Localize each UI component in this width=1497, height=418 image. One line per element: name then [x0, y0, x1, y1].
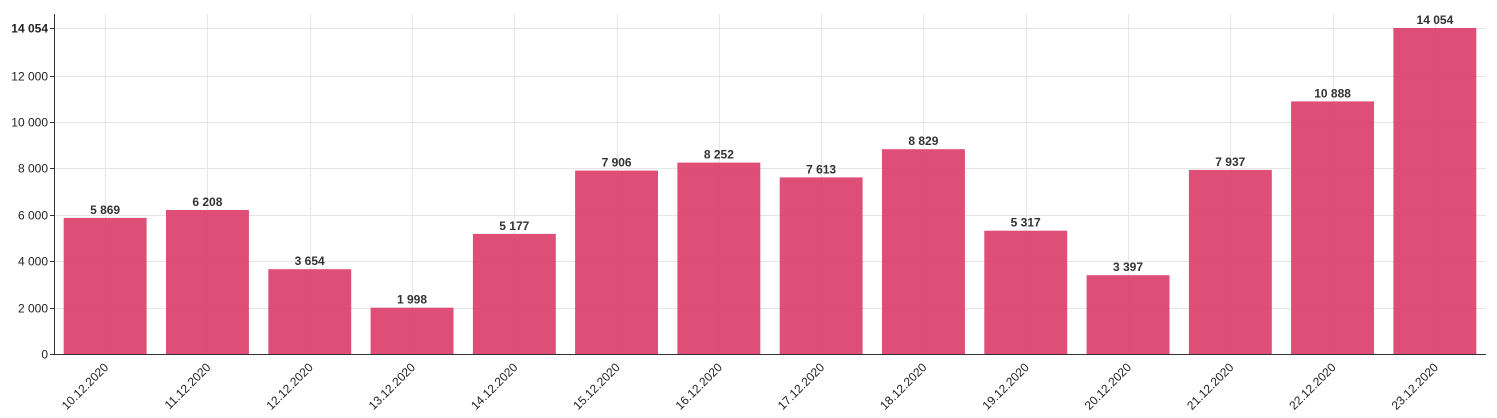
- x-tick-label: 23.12.2020: [1389, 360, 1442, 413]
- data-label: 1 998: [397, 293, 427, 307]
- y-tick-label: 8 000: [18, 162, 48, 176]
- bar[interactable]: [984, 230, 1068, 354]
- bar[interactable]: [575, 170, 658, 354]
- data-label: 14 054: [1417, 13, 1454, 27]
- bar[interactable]: [677, 162, 761, 354]
- x-tick-label: 15.12.2020: [570, 360, 623, 413]
- x-tick-label: 21.12.2020: [1184, 360, 1237, 413]
- y-tick-label: 2 000: [18, 302, 48, 316]
- y-tick-label: 12 000: [11, 70, 48, 84]
- data-label: 10 888: [1314, 86, 1351, 100]
- data-label: 8 829: [908, 134, 938, 148]
- data-label: 8 252: [704, 148, 734, 162]
- y-tick-label: 10 000: [11, 116, 48, 130]
- x-tick-label: 22.12.2020: [1286, 360, 1339, 413]
- x-tick-label: 19.12.2020: [979, 360, 1032, 413]
- bar[interactable]: [1393, 28, 1477, 354]
- x-tick-label: 16.12.2020: [673, 360, 726, 413]
- x-tick-label: 14.12.2020: [468, 360, 521, 413]
- data-label: 7 613: [806, 162, 836, 176]
- bar[interactable]: [1086, 275, 1170, 354]
- data-label: 7 937: [1215, 155, 1245, 169]
- bar[interactable]: [166, 210, 249, 354]
- bar[interactable]: [779, 177, 863, 354]
- data-label: 5 177: [499, 219, 529, 233]
- data-label: 3 397: [1113, 260, 1143, 274]
- x-tick-label: 12.12.2020: [263, 360, 316, 413]
- data-label: 6 208: [192, 195, 222, 209]
- data-label: 5 317: [1011, 216, 1041, 230]
- bar[interactable]: [882, 149, 965, 354]
- bar[interactable]: [268, 269, 352, 354]
- bar[interactable]: [63, 217, 147, 354]
- bar[interactable]: [370, 307, 454, 354]
- x-tick-label: 13.12.2020: [366, 360, 419, 413]
- data-label: 3 654: [295, 254, 325, 268]
- x-tick-label: 10.12.2020: [59, 360, 112, 413]
- y-tick-label: 6 000: [18, 209, 48, 223]
- bars: [63, 28, 1477, 355]
- x-tick-label: 17.12.2020: [775, 360, 828, 413]
- x-tick-label: 18.12.2020: [877, 360, 930, 413]
- axes: [50, 14, 1486, 355]
- bar[interactable]: [472, 233, 556, 354]
- x-tick-label: 20.12.2020: [1082, 360, 1135, 413]
- y-tick-label: 0: [41, 348, 48, 362]
- y-tick-label: 4 000: [18, 255, 48, 269]
- bar[interactable]: [1188, 169, 1272, 354]
- data-label: 5 869: [90, 203, 120, 217]
- y-tick-label: 14 054: [11, 22, 48, 36]
- data-label: 7 906: [602, 156, 632, 170]
- x-tick-label: 11.12.2020: [162, 360, 214, 412]
- bar[interactable]: [1291, 101, 1374, 355]
